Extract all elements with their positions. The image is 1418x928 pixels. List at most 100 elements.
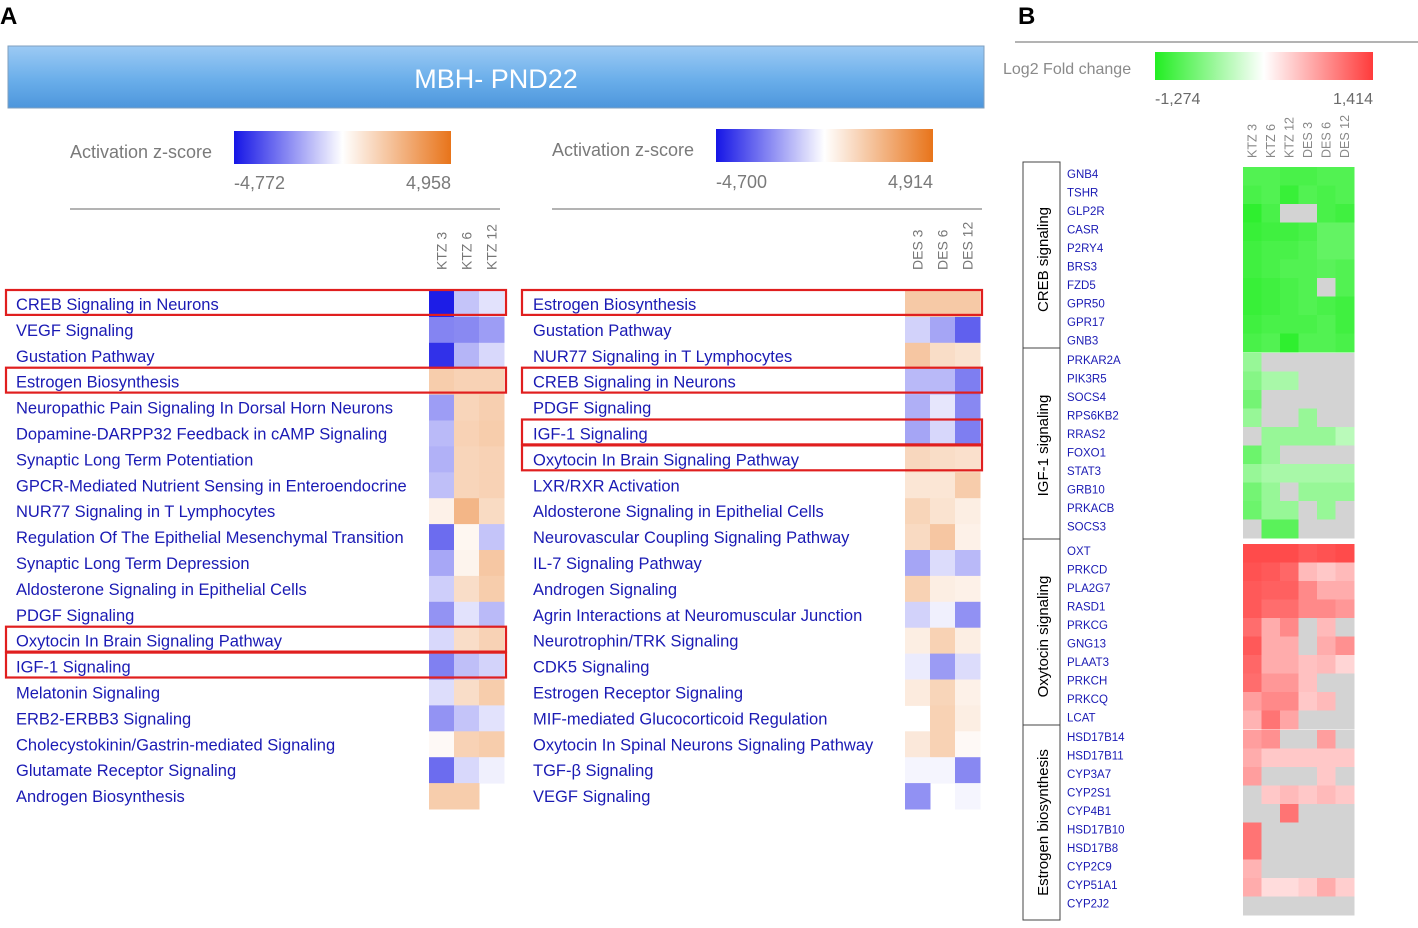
gene-label: FOXO1 [1067, 448, 1106, 460]
des-heatmap-cell [905, 653, 931, 680]
fold-heatmap-cell [1280, 692, 1299, 711]
fold-heatmap-cell [1317, 599, 1336, 619]
fold-heatmap-cell [1317, 841, 1336, 860]
ktz-heatmap-cell [454, 472, 480, 499]
des-heatmap-cell [905, 420, 931, 447]
ktz-pathway-label: IGF-1 Signaling [16, 659, 131, 677]
ktz-heatmap-cell [429, 498, 455, 525]
des-pathway-label: MIF-mediated Glucocorticoid Regulation [533, 710, 827, 728]
fold-heatmap-cell [1280, 618, 1299, 637]
fold-heatmap-cell [1280, 333, 1299, 353]
ktz-heatmap-cell [479, 291, 505, 318]
fold-heatmap-cell [1280, 841, 1299, 860]
fold-heatmap-cell [1243, 896, 1262, 916]
fold-heatmap-cell [1335, 804, 1355, 823]
fold-heatmap-cell [1298, 785, 1318, 805]
gene-label: PLAAT3 [1067, 657, 1109, 669]
fold-heatmap-cell [1280, 167, 1299, 186]
des-pathway-label: IL-7 Signaling Pathway [533, 555, 703, 573]
fold-heatmap-cell [1280, 673, 1299, 693]
gene-label: GLP2R [1067, 206, 1105, 218]
ktz-heatmap-cell [479, 316, 505, 344]
des-heatmap-cell [955, 291, 981, 318]
fold-heatmap-cell [1298, 636, 1318, 656]
panel-label-b: B [1018, 3, 1035, 30]
ktz-highlight-box [4, 366, 508, 394]
fold-heatmap-cell [1261, 748, 1281, 768]
fold-heatmap-cell [1243, 296, 1262, 316]
des-heatmap-cell [955, 524, 981, 551]
group-bracket [1022, 724, 1061, 921]
des-heatmap-cell [905, 524, 931, 551]
gene-label: PRKACB [1067, 503, 1115, 515]
fold-heatmap-cell [1335, 185, 1355, 205]
fold-heatmap-cell [1243, 710, 1262, 730]
fold-heatmap-cell [1298, 315, 1318, 334]
des-heatmap-cell [955, 394, 981, 421]
fold-heatmap-cell [1261, 315, 1281, 334]
fold-heatmap-cell [1335, 241, 1355, 260]
fold-heatmap-cell [1280, 501, 1299, 520]
fold-heatmap-cell [1261, 692, 1281, 711]
legend-max-middle: 4,914 [888, 172, 933, 192]
gene-label: GPR50 [1067, 299, 1105, 311]
fold-heatmap-cell [1335, 519, 1355, 539]
fold-heatmap-cell [1298, 390, 1318, 409]
fold-heatmap-cell [1280, 185, 1299, 205]
ktz-heatmap-cell [429, 575, 455, 603]
fold-heatmap-cell [1280, 859, 1299, 879]
fold-heatmap-cell [1335, 464, 1355, 483]
fold-heatmap-cell [1280, 353, 1299, 372]
fold-heatmap-cell [1317, 501, 1336, 520]
fold-heatmap-cell [1335, 859, 1355, 879]
fold-heatmap-cell [1243, 822, 1262, 842]
fold-heatmap-cell [1317, 185, 1336, 205]
des-heatmap-cell [930, 550, 956, 577]
fold-heatmap-cell [1298, 222, 1318, 242]
legend-min-middle: -4,700 [716, 172, 767, 192]
des-pathway-label: CDK5 Signaling [533, 659, 649, 677]
ktz-heatmap-cell [429, 291, 455, 318]
ktz-heatmap-cell [479, 498, 505, 525]
fold-heatmap-cell [1298, 482, 1318, 502]
fold-heatmap-cell [1335, 371, 1355, 391]
des-heatmap-cell [955, 316, 981, 344]
des-pathway-label: VEGF Signaling [533, 788, 650, 806]
des-heatmap-cell [955, 446, 981, 473]
ktz-heatmap-cell [479, 342, 505, 370]
fold-heatmap-cell [1243, 692, 1262, 711]
des-pathway-label: Estrogen Biosynthesis [533, 296, 696, 314]
fold-heatmap-cell [1280, 222, 1299, 242]
fold-heatmap-cell [1261, 673, 1281, 693]
des-heatmap-cell [905, 575, 931, 603]
ktz-heatmap-cell [479, 368, 505, 396]
fold-heatmap-cell [1335, 278, 1355, 297]
fold-heatmap-cell [1261, 544, 1281, 563]
des-pathway-label: Estrogen Receptor Signaling [533, 685, 743, 703]
fold-heatmap-cell [1280, 427, 1299, 446]
fold-heatmap-cell [1280, 748, 1299, 768]
des-pathway-label: Neurotrophin/TRK Signaling [533, 633, 738, 651]
group-label: Oxytocin signaling [1035, 576, 1052, 698]
fold-heatmap-cell [1261, 333, 1281, 353]
des-heatmap-cell [905, 368, 931, 396]
fold-heatmap-cell [1317, 482, 1336, 502]
fold-heatmap-cell [1243, 371, 1262, 391]
des-heatmap-cell [930, 342, 956, 370]
fold-heatmap-cell [1280, 445, 1299, 465]
fold-heatmap-cell [1317, 544, 1336, 563]
fold-heatmap-cell [1317, 673, 1336, 693]
des-heatmap-cell [905, 472, 931, 499]
fold-heatmap-cell [1335, 655, 1355, 674]
legend-min-left: -4,772 [234, 173, 285, 193]
ktz-heatmap-cell [454, 394, 480, 421]
gene-label: CYP2J2 [1067, 899, 1109, 911]
fold-heatmap-cell [1280, 482, 1299, 502]
fold-heatmap-cell [1280, 296, 1299, 316]
des-pathway-label: PDGF Signaling [533, 400, 651, 418]
fold-heatmap-cell [1261, 222, 1281, 242]
ktz-heatmap-cell [429, 783, 455, 810]
fold-heatmap-cell [1243, 408, 1262, 428]
fold-heatmap-cell [1280, 390, 1299, 409]
ktz-pathway-label: Oxytocin In Brain Signaling Pathway [16, 633, 283, 651]
